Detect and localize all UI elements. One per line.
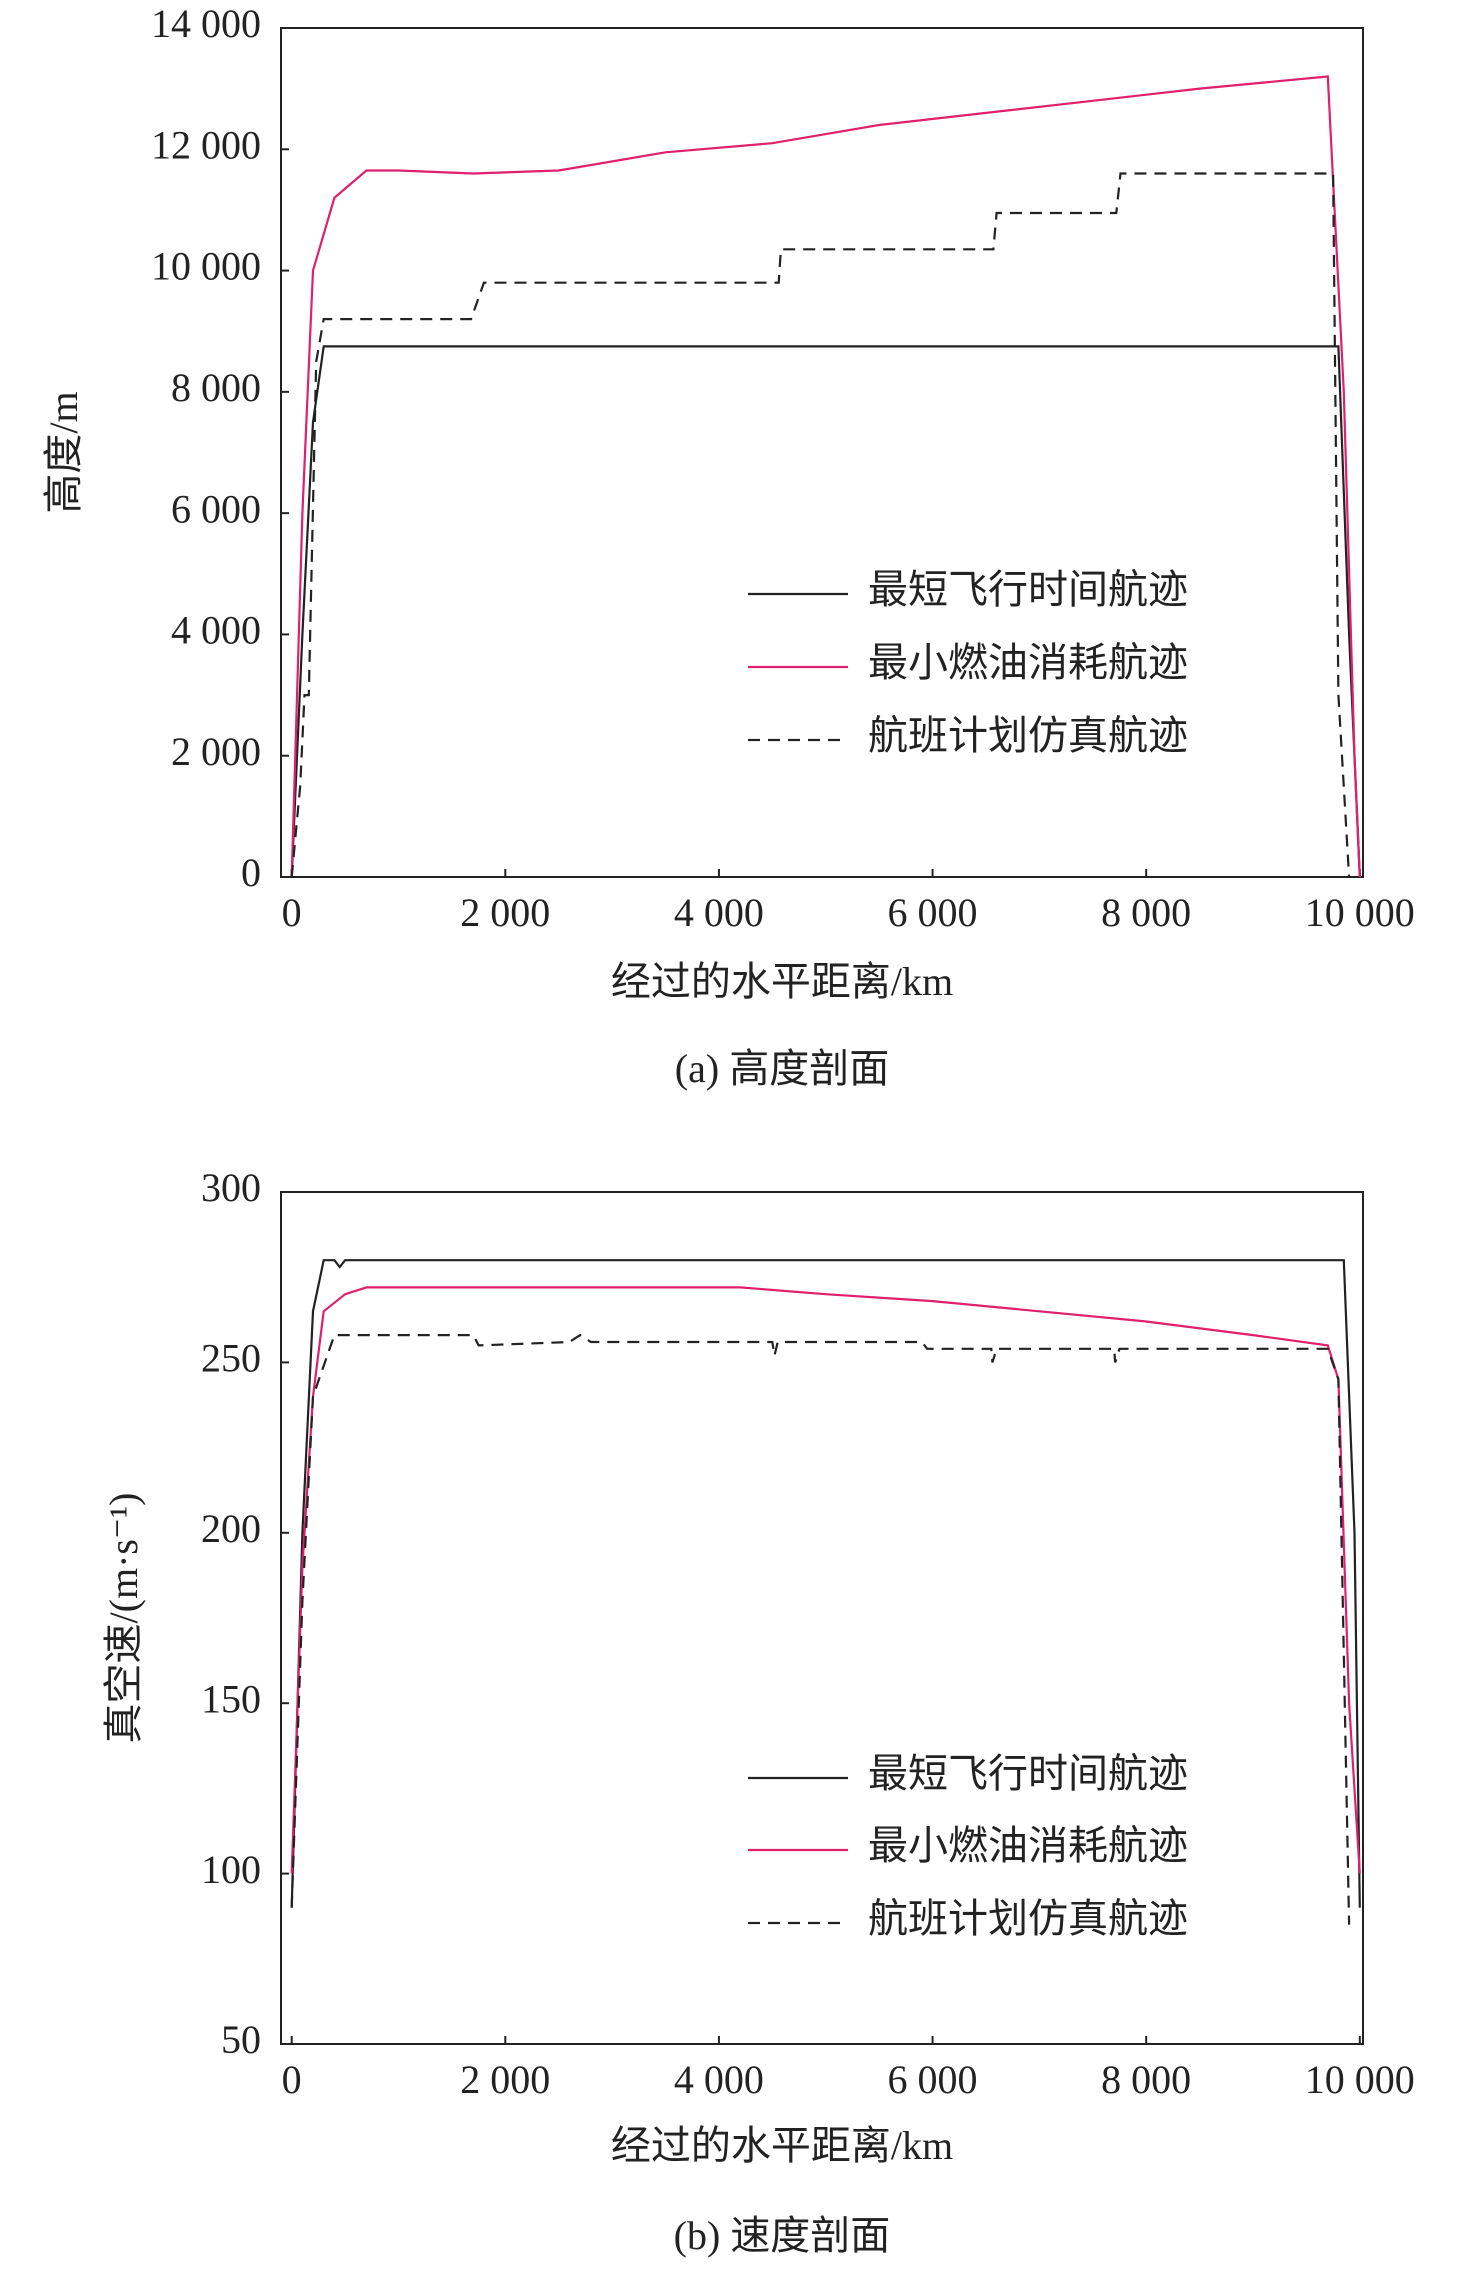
series-line	[290, 1259, 1361, 1908]
y-tick-label: 8 000	[171, 365, 261, 410]
y-tick-label: 200	[201, 1506, 261, 1551]
x-tick-label: 0	[282, 2057, 302, 2102]
plot-frame	[280, 27, 1364, 878]
y-tick-label: 4 000	[171, 608, 261, 653]
y-tick-label: 2 000	[171, 729, 261, 774]
plot-frame	[280, 1191, 1364, 2045]
x-tick-label: 4 000	[674, 2057, 764, 2102]
series-line	[290, 345, 1361, 878]
x-axis-label: 经过的水平距离/km	[611, 959, 953, 1004]
legend-label: 最小燃油消耗航迹	[868, 640, 1188, 685]
x-tick-label: 4 000	[674, 890, 764, 935]
y-tick-label: 150	[201, 1676, 261, 1721]
x-tick-label: 8 000	[1101, 890, 1191, 935]
y-axis-label: 高度/m	[41, 391, 86, 513]
y-tick-label: 14 000	[151, 1, 261, 46]
legend-label: 航班计划仿真航迹	[868, 713, 1188, 758]
y-tick-label: 50	[221, 2017, 261, 2062]
legend-label: 最短飞行时间航迹	[868, 1751, 1188, 1796]
x-tick-label: 6 000	[888, 2057, 978, 2102]
caption: (a) 高度剖面	[675, 1046, 889, 1091]
legend-label: 航班计划仿真航迹	[868, 1896, 1188, 1941]
y-tick-label: 100	[201, 1847, 261, 1892]
y-tick-label: 10 000	[151, 244, 261, 289]
x-tick-label: 2 000	[460, 2057, 550, 2102]
series-line	[290, 1286, 1361, 1874]
series-line	[290, 75, 1361, 878]
x-tick-label: 0	[282, 890, 302, 935]
series-line	[290, 1333, 1351, 1925]
x-tick-label: 2 000	[460, 890, 550, 935]
x-tick-label: 8 000	[1101, 2057, 1191, 2102]
y-tick-label: 12 000	[151, 122, 261, 167]
y-tick-label: 0	[241, 850, 261, 895]
x-tick-label: 10 000	[1305, 890, 1415, 935]
caption: (b) 速度剖面	[674, 2213, 891, 2258]
x-axis-label: 经过的水平距离/km	[611, 2123, 953, 2168]
y-tick-label: 250	[201, 1336, 261, 1381]
y-tick-label: 300	[201, 1165, 261, 1210]
y-tick-label: 6 000	[171, 486, 261, 531]
legend-label: 最小燃油消耗航迹	[868, 1823, 1188, 1868]
x-tick-label: 6 000	[888, 890, 978, 935]
y-axis-label: 真空速/(m·s⁻¹)	[101, 1493, 146, 1744]
legend-label: 最短飞行时间航迹	[868, 567, 1188, 612]
series-line	[290, 172, 1351, 878]
x-tick-label: 10 000	[1305, 2057, 1415, 2102]
